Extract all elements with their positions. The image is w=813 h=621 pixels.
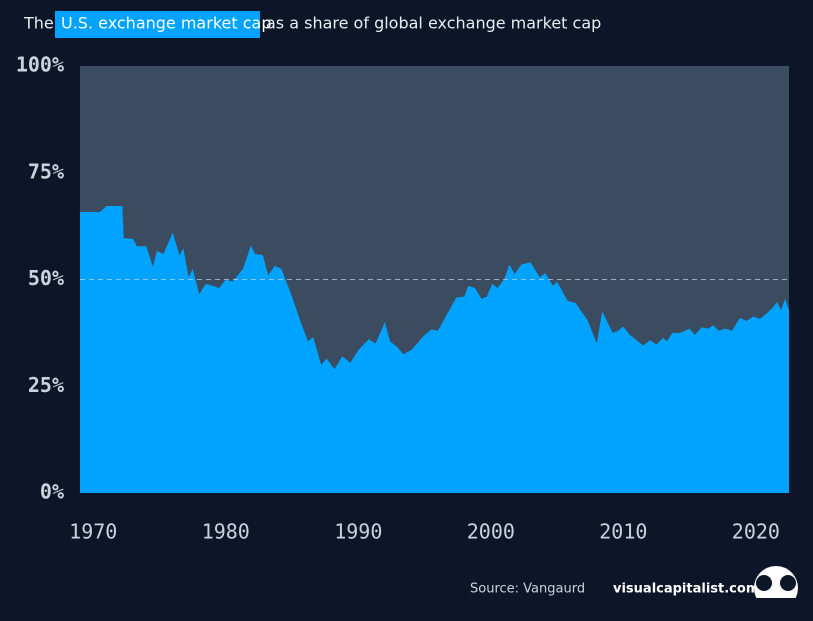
brand-logo [753, 566, 799, 610]
source: Source: Vangaurd [470, 582, 585, 597]
title-highlight [55, 11, 260, 38]
x-tick-label: 2020 [732, 520, 780, 544]
y-tick-label: 75% [28, 159, 64, 183]
y-tick-label: 25% [28, 373, 64, 397]
x-tick-label: 1990 [334, 520, 382, 544]
x-tick-label: 1970 [69, 520, 117, 544]
y-tick-label: 50% [28, 266, 64, 290]
x-tick-label: 2010 [599, 520, 647, 544]
brand: visualcapitalist.com [613, 582, 759, 597]
y-tick-label: 0% [40, 480, 64, 504]
x-tick-label: 1980 [202, 520, 250, 544]
title-highlight-text: U.S. exchange market cap [61, 14, 271, 33]
title-start: The [23, 14, 54, 33]
x-tick-label: 2000 [467, 520, 515, 544]
title-end: as a share of global exchange market cap [266, 14, 601, 33]
area [80, 206, 789, 493]
y-tick-label: 100% [16, 53, 64, 77]
